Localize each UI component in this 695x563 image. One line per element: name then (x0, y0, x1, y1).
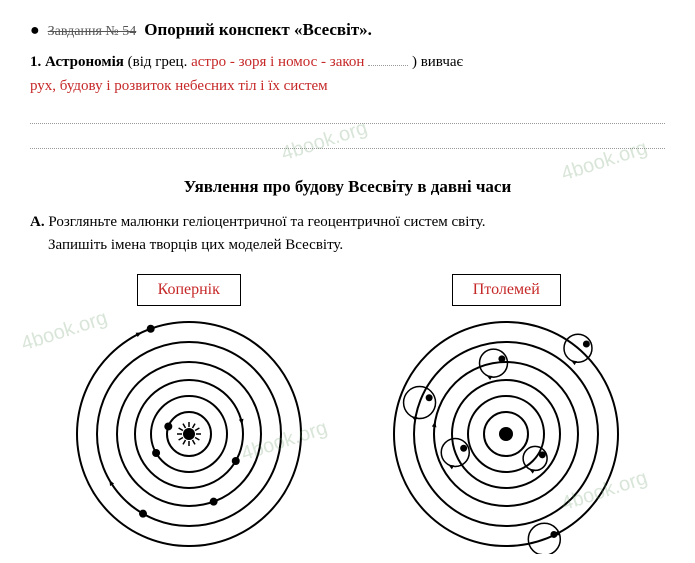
bullet: ● (30, 22, 40, 40)
term-astronomy: Астрономія (45, 54, 124, 70)
section-a: А. Розгляньте малюнки геліоцентричної та… (30, 211, 665, 256)
dotted-line (30, 130, 665, 150)
definition-block: 1. Астрономія (від грец. астро - зоря і … (30, 50, 665, 149)
etymology-answer: астро - зоря і номос - закон (191, 54, 364, 70)
definition-answer: рух, будову і розвиток небесних тіл і їх… (30, 78, 328, 94)
section-a-line2: Запишіть імена творців цих моделей Всесв… (48, 234, 343, 257)
name-box-copernicus: Копернік (137, 274, 241, 306)
header: ● Завдання № 54 Опорний конспект «Всесві… (30, 20, 665, 40)
task-number: Завдання № 54 (48, 24, 137, 40)
diagrams-row: Копернік Птолемей (30, 274, 665, 554)
diagram-left: Копернік (59, 274, 319, 554)
item-number: 1. (30, 54, 41, 70)
dotted-line (30, 104, 665, 124)
geocentric-diagram (376, 314, 636, 554)
paren-suffix: ) вивчає (412, 54, 463, 70)
section-subtitle: Уявлення про будову Всесвіту в давні час… (30, 177, 665, 197)
section-a-line1: Розгляньте малюнки геліоцентричної та ге… (48, 214, 485, 230)
name-box-ptolemy: Птолемей (452, 274, 561, 306)
heliocentric-diagram (59, 314, 319, 554)
page-title: Опорний конспект «Всесвіт». (144, 20, 372, 40)
paren-prefix: (від грец. (128, 54, 188, 70)
section-a-label: А. (30, 214, 45, 230)
diagram-right: Птолемей (376, 274, 636, 554)
dotted-gap (368, 65, 408, 66)
